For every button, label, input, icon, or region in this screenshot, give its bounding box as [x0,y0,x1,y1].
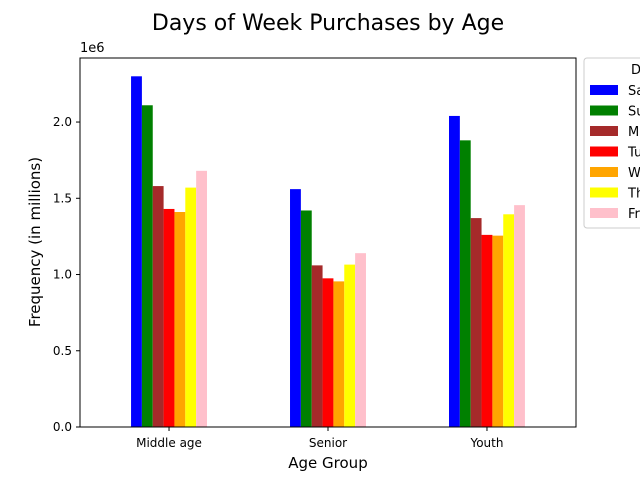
legend-label-tu: Tu [627,146,640,161]
bar-tu-youth [481,234,493,427]
bar-th-middle-age [185,187,197,427]
x-tick-label: Senior [309,436,347,450]
y-axis-offset-label: 1e6 [80,41,105,56]
legend: D Sa Su M Tu W Th Fr [583,57,640,229]
legend-label-su: Su [628,105,640,120]
bar-th-senior [344,264,356,427]
legend-label-w: W [628,166,640,181]
bar-su-middle-age [141,105,153,428]
bar-m-senior [311,265,323,427]
bar-sa-youth [449,115,460,427]
bar-tu-middle-age [163,208,175,427]
y-axis-label: Frequency (in millions) [26,157,44,327]
x-tick-label: Middle age [136,436,202,450]
legend-swatch-sa [590,85,618,95]
chart-title: Days of Week Purchases by Age [152,11,504,36]
bar-tu-senior [322,278,334,427]
legend-label-th: Th [627,187,640,202]
bar-sa-senior [290,189,301,427]
bar-w-senior [333,281,345,427]
x-axis: Middle age Senior Youth [136,427,503,450]
bar-su-senior [300,210,312,427]
y-tick-label: 0.5 [53,344,72,358]
x-tick-label: Youth [469,436,503,450]
bar-w-middle-age [174,212,186,427]
bar-th-youth [503,214,515,427]
legend-swatch-m [590,126,618,136]
y-tick-label: 1.5 [53,191,72,205]
bar-m-middle-age [152,186,164,427]
legend-box [583,57,640,229]
legend-title: D [631,63,640,78]
bar-sa-middle-age [131,76,142,428]
legend-label-m: M [628,125,639,140]
y-tick-label: 1.0 [53,268,72,282]
bar-su-youth [459,140,471,427]
bar-fr-senior [355,253,366,427]
y-axis: 0.0 0.5 1.0 1.5 2.0 [53,115,80,434]
legend-swatch-w [590,167,618,177]
legend-swatch-tu [590,146,618,157]
bar-w-youth [492,235,504,427]
bar-fr-youth [514,205,525,427]
legend-swatch-su [590,105,618,116]
x-axis-label: Age Group [288,454,367,472]
y-tick-label: 0.0 [53,420,72,434]
legend-swatch-fr [590,208,618,218]
bar-m-youth [470,218,482,427]
legend-label-sa: Sa [628,84,640,99]
bars-group [131,76,525,428]
bar-fr-middle-age [196,170,207,427]
legend-swatch-th [590,187,618,198]
y-tick-label: 2.0 [53,115,72,129]
legend-label-fr: Fr [628,207,640,222]
